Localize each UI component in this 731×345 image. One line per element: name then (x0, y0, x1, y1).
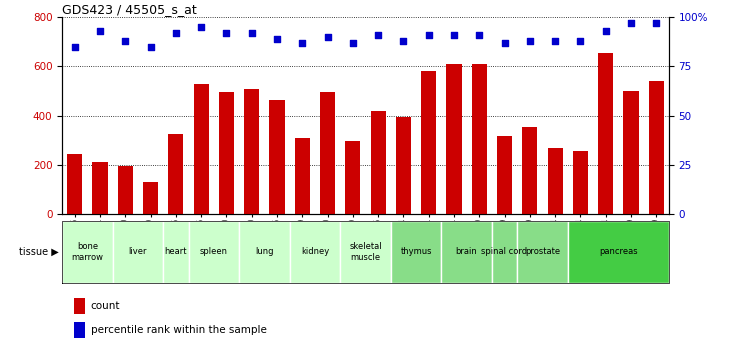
Bar (113, 221, 163, 283)
Point (69, 44, 80, 49)
Bar (75, 298, 85, 314)
Text: count: count (91, 301, 120, 311)
Point (221, 30, 232, 36)
Point (651, 20, 662, 26)
Bar (320, 92, 335, 214)
Text: tissue ▶: tissue ▶ (19, 247, 58, 257)
Point (398, 38, 409, 43)
Bar (648, 81, 664, 214)
Point (423, 32, 434, 38)
Bar (239, 221, 289, 283)
Point (347, 40, 359, 46)
Text: heart: heart (164, 247, 187, 256)
Bar (92, 162, 107, 214)
Text: spinal cord: spinal cord (482, 247, 528, 256)
Point (499, 40, 510, 46)
Bar (598, 53, 613, 214)
Point (448, 32, 460, 38)
Text: spleen: spleen (200, 247, 228, 256)
Bar (395, 117, 411, 214)
Bar (62, 221, 113, 283)
Text: pancreas: pancreas (599, 247, 637, 256)
Bar (340, 221, 391, 283)
Point (524, 38, 536, 43)
Text: bone
marrow: bone marrow (72, 242, 103, 262)
Bar (518, 221, 568, 283)
Point (170, 30, 182, 36)
Bar (163, 221, 189, 283)
Bar (295, 138, 310, 214)
Bar (391, 221, 442, 283)
Bar (270, 100, 284, 214)
Point (474, 32, 485, 38)
Point (271, 36, 283, 42)
Point (372, 32, 384, 38)
Text: percentile rank within the sample: percentile rank within the sample (91, 325, 267, 335)
Point (94, 28, 106, 34)
Text: thymus: thymus (401, 247, 432, 256)
Bar (447, 64, 461, 214)
Point (549, 38, 561, 43)
Text: brain: brain (455, 247, 477, 256)
Text: skeletal
muscle: skeletal muscle (349, 242, 382, 262)
Point (195, 24, 207, 30)
Bar (548, 148, 563, 214)
Text: kidney: kidney (301, 247, 329, 256)
Point (145, 44, 156, 49)
Bar (194, 83, 209, 214)
Bar (118, 166, 133, 214)
Bar (75, 322, 85, 338)
Point (297, 40, 308, 46)
Text: GDS423 / 45505_s_at: GDS423 / 45505_s_at (62, 3, 197, 16)
Bar (568, 221, 669, 283)
Bar (421, 71, 436, 214)
Bar (244, 89, 260, 214)
Text: liver: liver (129, 247, 147, 256)
Point (322, 34, 333, 40)
Bar (189, 221, 239, 283)
Text: lung: lung (255, 247, 273, 256)
Bar (522, 127, 537, 214)
Bar (168, 134, 183, 214)
Point (246, 30, 257, 36)
Point (575, 38, 586, 43)
Bar (492, 221, 518, 283)
Bar (471, 64, 487, 214)
Bar (67, 154, 83, 214)
Bar (442, 221, 492, 283)
Bar (573, 151, 588, 214)
Point (600, 28, 612, 34)
Bar (143, 182, 158, 214)
Bar (497, 137, 512, 214)
Point (119, 38, 131, 43)
Bar (624, 91, 638, 214)
Bar (219, 92, 234, 214)
Point (625, 20, 637, 26)
Bar (289, 221, 340, 283)
Bar (371, 111, 386, 214)
Bar (345, 141, 360, 214)
Text: prostate: prostate (525, 247, 560, 256)
